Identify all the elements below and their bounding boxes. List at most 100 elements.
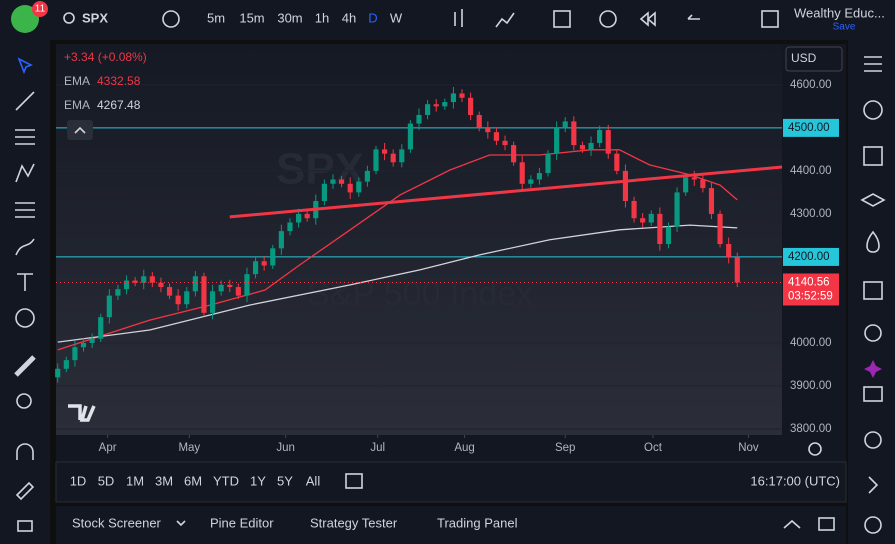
range-button[interactable]: 6M — [184, 473, 202, 488]
fib-tool[interactable] — [15, 129, 35, 145]
axis-settings[interactable] — [808, 442, 822, 456]
search-icon[interactable] — [63, 12, 75, 24]
panel-tab[interactable]: Stock Screener — [72, 515, 162, 530]
range-button[interactable]: 3M — [155, 473, 173, 488]
interval[interactable]: D — [368, 10, 377, 25]
indicators[interactable] — [495, 12, 515, 28]
range-button[interactable]: 1Y — [250, 473, 266, 488]
ranges: 1D 5D 1M 3M 6M YTD 1Y 5Y All — [70, 473, 321, 488]
chat[interactable] — [863, 386, 883, 402]
panel-tab[interactable]: Pine Editor — [210, 515, 274, 530]
candle-body — [244, 274, 250, 296]
candle-body — [674, 192, 680, 227]
range-button[interactable]: YTD — [213, 473, 239, 488]
chart-type[interactable] — [454, 9, 463, 27]
y-tick-label: 3900.00 — [790, 380, 832, 392]
ai-assistant[interactable] — [864, 360, 882, 378]
candle-body — [407, 123, 413, 150]
hotlists[interactable] — [866, 230, 880, 253]
candle-body — [683, 177, 689, 193]
panel-tab[interactable]: Trading Panel — [437, 515, 518, 530]
interval[interactable]: 5m — [207, 10, 225, 25]
left-toolbar — [0, 40, 50, 544]
layouts[interactable] — [553, 10, 571, 28]
undo[interactable] — [687, 14, 700, 20]
account[interactable]: Wealthy Educ... — [794, 5, 885, 20]
interval[interactable]: 4h — [342, 10, 356, 25]
candle-body — [416, 114, 422, 124]
candle-body — [339, 179, 345, 184]
streams[interactable] — [868, 476, 879, 494]
x-tick-label: May — [178, 442, 200, 454]
date-range[interactable] — [345, 473, 363, 489]
save[interactable]: Save — [833, 22, 856, 33]
candle-body — [717, 213, 723, 245]
currency[interactable]: USD — [791, 51, 817, 65]
candle-body — [485, 127, 491, 133]
chart-pane[interactable] — [56, 44, 782, 435]
interval[interactable]: W — [390, 10, 403, 25]
pattern-tool[interactable] — [15, 163, 35, 183]
candle-body — [270, 248, 276, 266]
replay[interactable] — [639, 11, 656, 27]
measure-tool[interactable] — [14, 355, 36, 377]
logo[interactable] — [11, 5, 39, 33]
alerts[interactable] — [863, 100, 883, 120]
magnet-tool[interactable] — [16, 443, 34, 460]
clock[interactable]: 16:17:00 (UTC) — [750, 473, 840, 488]
range-button[interactable]: 5D — [98, 473, 115, 488]
range-button[interactable]: 5Y — [277, 473, 293, 488]
candle-body — [261, 261, 267, 266]
candle-body — [640, 218, 646, 223]
emoji-tool[interactable] — [15, 308, 35, 328]
countdown: 03:52:59 — [788, 291, 833, 303]
candle-body — [89, 338, 95, 343]
candle-body — [80, 342, 87, 348]
layers[interactable] — [860, 193, 886, 207]
candle-body — [597, 130, 603, 143]
candle-body — [450, 93, 456, 103]
data-window[interactable] — [863, 146, 883, 166]
candle-body — [554, 127, 560, 154]
notifications[interactable] — [864, 516, 882, 534]
lock-tool[interactable] — [17, 520, 33, 532]
add-symbol[interactable] — [162, 10, 180, 28]
legend-name: EMA — [64, 74, 90, 88]
collapse-legend[interactable] — [67, 120, 93, 140]
candle-body — [648, 213, 654, 223]
fullscreen[interactable] — [761, 10, 779, 28]
interval[interactable]: 1h — [315, 10, 329, 25]
top-toolbar — [0, 0, 895, 40]
range-button[interactable]: All — [306, 473, 321, 488]
lock-drawing[interactable] — [15, 481, 35, 501]
symbol[interactable]: SPX — [82, 10, 108, 25]
calendar[interactable] — [863, 281, 883, 300]
candle-body — [708, 188, 715, 214]
trend-line-tool[interactable] — [15, 91, 35, 111]
interval[interactable]: 30m — [277, 10, 302, 25]
candle-body — [571, 121, 577, 146]
watchlist[interactable] — [864, 56, 882, 72]
candle-body — [158, 282, 164, 288]
prediction-tool[interactable] — [15, 202, 35, 218]
x-tick-label: Apr — [99, 442, 117, 454]
alert[interactable] — [599, 10, 617, 28]
candle-body — [726, 244, 732, 257]
candle-body — [192, 276, 198, 292]
cursor-tool[interactable] — [17, 57, 33, 75]
panel-tab[interactable]: Strategy Tester — [310, 515, 398, 530]
ideas[interactable] — [864, 324, 882, 342]
zoom-tool[interactable] — [16, 393, 32, 409]
candle-body — [106, 295, 112, 318]
text-tool[interactable] — [17, 273, 33, 291]
currency-select[interactable] — [785, 46, 843, 72]
brush-tool[interactable] — [15, 238, 35, 256]
candle-body — [252, 261, 259, 275]
panel-controls[interactable] — [176, 519, 801, 529]
range-button[interactable]: 1D — [70, 473, 87, 488]
range-button[interactable]: 1M — [126, 473, 144, 488]
help[interactable] — [864, 431, 882, 449]
candle-body — [382, 149, 388, 154]
interval[interactable]: 15m — [239, 10, 264, 25]
maximize-panel[interactable] — [818, 517, 835, 531]
